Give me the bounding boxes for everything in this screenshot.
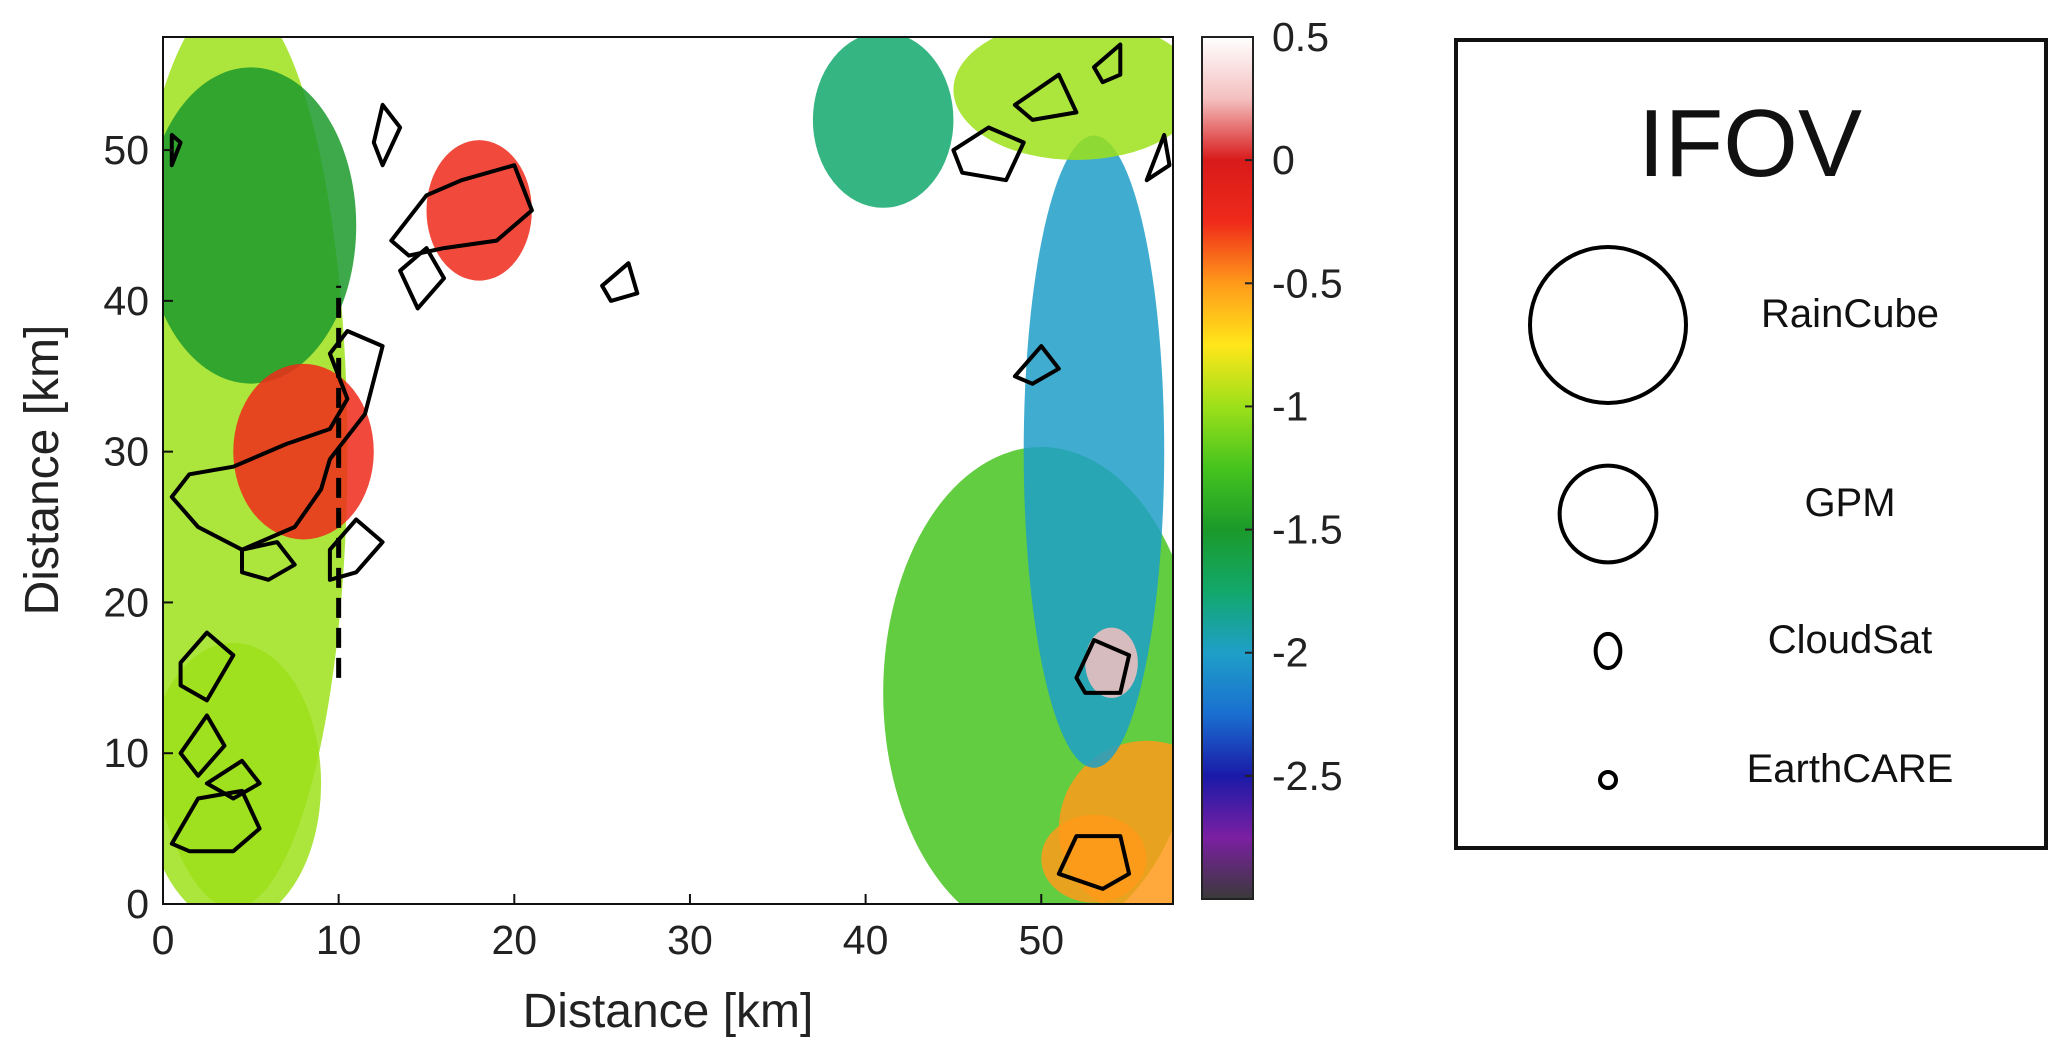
- colorbar-tick-label: -0.5: [1272, 260, 1343, 306]
- colorbar-tick-label: 0.5: [1272, 14, 1329, 60]
- x-axis-label: Distance [km]: [523, 985, 814, 1038]
- plot-frame: [162, 36, 1174, 905]
- y-ticks: 0 10 20 30 40 50: [103, 127, 173, 927]
- legend-frame: [1454, 38, 2048, 850]
- contour-2: [327, 517, 385, 582]
- ifov-label-gpm: GPM: [1804, 481, 1895, 525]
- contour-4: [371, 102, 403, 168]
- colorbar-gradient: [1201, 36, 1254, 900]
- ifov-circle-cloudsat: [1593, 631, 1623, 671]
- x-tick-label: 30: [667, 917, 713, 963]
- region-storm-core-3: [1085, 627, 1138, 698]
- colorbar-tick-label: -2: [1272, 630, 1308, 676]
- contour-11: [1074, 638, 1132, 695]
- legend-items: RainCube GPM CloudSat EarthCARE: [1528, 245, 1954, 791]
- colorbar-ticks: 0.5 0 -0.5 -1 -1.5 -2 -2.5: [1245, 14, 1343, 799]
- contour-10: [1012, 344, 1061, 386]
- y-tick-label: 40: [103, 278, 149, 324]
- region-top-right: [953, 37, 1173, 161]
- colorbar-tick-label: -1.5: [1272, 507, 1343, 553]
- contour-12: [178, 630, 236, 703]
- region-top-middle: [812, 37, 954, 208]
- region-left-lower: [163, 642, 322, 904]
- legend-title: IFOV: [1638, 90, 1862, 197]
- region-right-band: [1023, 135, 1165, 768]
- y-tick-label: 0: [126, 881, 149, 927]
- colorbar-tick-label: -2.5: [1272, 753, 1343, 799]
- contour-7: [951, 125, 1026, 183]
- region-storm-core-2: [426, 140, 532, 281]
- colorbar-tick-label: -1: [1272, 383, 1308, 429]
- contour-13: [178, 713, 227, 778]
- contour-16: [1056, 834, 1132, 891]
- y-axis-label: Distance [km]: [16, 325, 69, 616]
- x-tick-label: 0: [152, 917, 175, 963]
- contour-9: [1092, 42, 1123, 85]
- ifov-label-cloudsat: CloudSat: [1768, 618, 1933, 662]
- x-tick-label: 10: [316, 917, 362, 963]
- contour-14: [169, 788, 262, 854]
- colorbar: 0.5 0 -0.5 -1 -1.5 -2 -2.5: [1201, 14, 1343, 900]
- ifov-label-raincube: RainCube: [1761, 292, 1939, 336]
- colorbar-tick-label: 0: [1272, 137, 1295, 183]
- ifov-circle-gpm: [1557, 463, 1659, 565]
- x-tick-label: 50: [1018, 917, 1064, 963]
- ifov-label-earthcare: EarthCARE: [1747, 747, 1954, 791]
- contour-8: [1012, 72, 1079, 122]
- contour-5: [398, 246, 446, 311]
- ifov-circle-raincube: [1528, 245, 1688, 405]
- y-tick-label: 20: [103, 579, 149, 625]
- heatmap-plot: 0 10 20 30 40 50 0 10 20 30 40 50 Distance [km] Di…: [16, 36, 1174, 1038]
- contour-18: [1144, 133, 1172, 183]
- x-ticks: 0 10 20 30 40 50: [152, 894, 1064, 963]
- ifov-circle-earthcare: [1598, 770, 1618, 790]
- ifov-legend: IFOV RainCube GPM CloudSat EarthCARE: [1454, 38, 2048, 850]
- contour-0: [169, 329, 385, 552]
- region-storm-core-4: [1041, 814, 1147, 903]
- contour-lines: [169, 42, 1172, 891]
- contour-15: [204, 758, 262, 801]
- contour-1: [240, 540, 297, 582]
- y-tick-label: 30: [103, 429, 149, 475]
- x-tick-label: 20: [491, 917, 537, 963]
- contour-6: [600, 261, 640, 303]
- region-left-upper: [163, 67, 357, 384]
- y-tick-label: 50: [103, 127, 149, 173]
- x-tick-label: 40: [843, 917, 889, 963]
- y-tick-label: 10: [103, 730, 149, 776]
